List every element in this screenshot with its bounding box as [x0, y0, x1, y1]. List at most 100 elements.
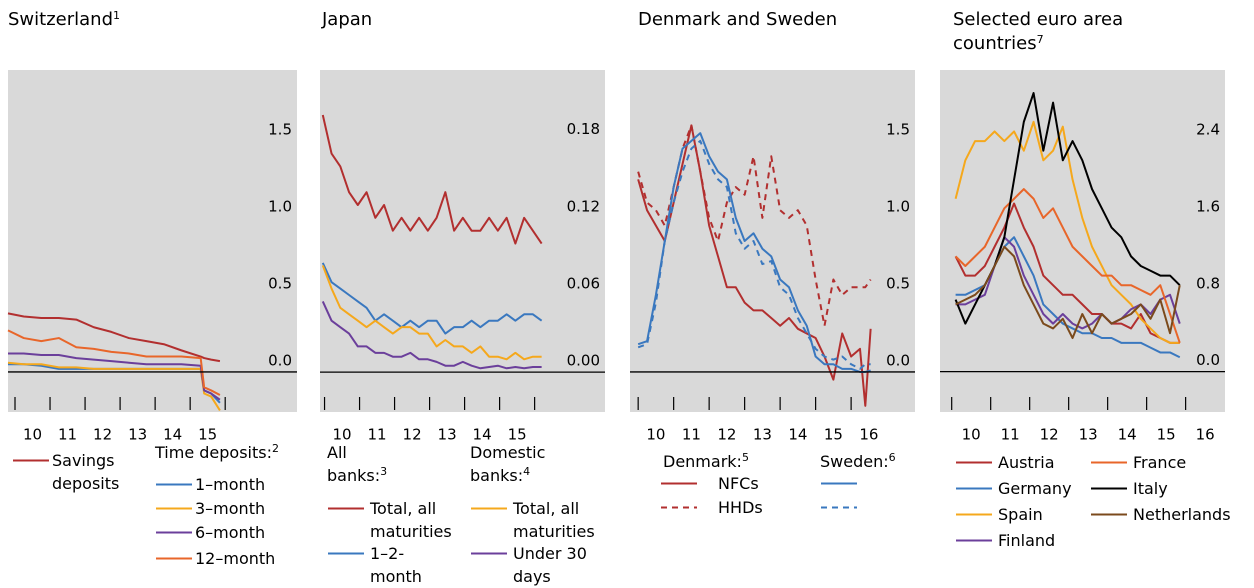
- legend-header: Denmark:5: [663, 450, 783, 473]
- legend-swatch: [1091, 461, 1127, 464]
- series-line: [954, 120, 1180, 344]
- legend-label: Austria: [998, 453, 1055, 472]
- legend-swatch: [328, 507, 364, 510]
- x-tick-label: 14: [788, 426, 807, 444]
- panel-title: Selected euro area countries7: [953, 8, 1138, 56]
- legend-header-text: Sweden:: [820, 452, 889, 471]
- legend-swatch: [471, 552, 507, 555]
- y-tick-label: 0.8: [1196, 274, 1220, 292]
- legend-header-text: All banks:: [327, 443, 381, 485]
- legend-label: Savings deposits: [52, 451, 120, 493]
- legend-header-note: 4: [523, 465, 531, 478]
- y-tick-label: 1.0: [886, 197, 910, 215]
- panel: 0.0 0.8 1.6 2.4 10 11 12 13 14 15 16: [940, 92, 1225, 444]
- y-tick-label: 1.5: [268, 120, 292, 138]
- x-tick-label: 12: [403, 426, 422, 444]
- legend-header-text: Time deposits:: [155, 443, 272, 462]
- series-line: [321, 265, 542, 361]
- legend-label: HHDs: [718, 498, 763, 517]
- x-tick-label: 12: [93, 426, 112, 444]
- legend-swatch: [471, 507, 507, 510]
- x-tick-label: 15: [1157, 426, 1176, 444]
- y-tick-label: 1.0: [268, 197, 292, 215]
- plot-area: [8, 70, 297, 412]
- legend-header: Time deposits:2: [155, 441, 295, 464]
- legend-label: Italy: [1133, 479, 1168, 498]
- y-tick-label: 0.0: [268, 351, 292, 369]
- x-tick-label: 15: [198, 426, 217, 444]
- legend-label: Total, all maturities: [370, 499, 452, 541]
- legend-header-note: 2: [271, 442, 279, 455]
- series-line: [954, 202, 1180, 344]
- x-tick-label: 15: [508, 426, 527, 444]
- x-tick-label: 13: [128, 426, 147, 444]
- legend-swatch: [1091, 513, 1127, 516]
- legend-header-note: 6: [888, 451, 896, 464]
- title-text: Japan: [322, 9, 373, 30]
- legend-label: 12–month: [195, 549, 276, 568]
- plot-area: [630, 70, 915, 412]
- legend-label: Under 30 days: [513, 544, 587, 586]
- y-tick-label: 0.5: [886, 274, 910, 292]
- series-line: [637, 139, 871, 370]
- y-tick-label: 0.0: [1196, 351, 1220, 369]
- x-tick-label: 13: [1079, 426, 1098, 444]
- x-tick-label: 12: [717, 426, 736, 444]
- legend-swatch: [156, 507, 192, 510]
- x-tick-label: 10: [23, 426, 42, 444]
- series-line: [955, 245, 1181, 340]
- panel-title: Denmark and Sweden: [638, 8, 918, 32]
- title-text: Switzerland: [8, 9, 113, 30]
- series-line: [7, 312, 221, 363]
- legend-label: Finland: [998, 531, 1056, 550]
- legend-swatch: [821, 506, 857, 509]
- legend-swatch: [956, 513, 992, 516]
- panel-title: Switzerland1: [8, 8, 268, 32]
- y-tick-label: 0.0: [886, 351, 910, 369]
- panel: 0.0 0.5 1.0 1.5 10 11 12 13 14 15: [7, 120, 297, 444]
- x-tick-label: 14: [163, 426, 182, 444]
- legend-header-note: 5: [741, 451, 749, 464]
- y-tick-label: 1.6: [1196, 197, 1220, 215]
- panel: 0.00 0.06 0.12 0.18 10 11 12 13 14 15: [320, 114, 605, 444]
- panel-title: Japan: [322, 8, 582, 32]
- legend-label: Netherlands: [1133, 505, 1231, 524]
- legend-label: 3–month: [195, 499, 266, 518]
- y-tick-label: 0.00: [567, 352, 600, 370]
- legend-label: Spain: [998, 505, 1043, 524]
- series-line: [637, 124, 872, 327]
- x-tick-label: 14: [473, 426, 492, 444]
- x-tick-label: 12: [1040, 426, 1059, 444]
- x-tick-label: 10: [646, 426, 665, 444]
- legend-label: 1–2-month: [370, 544, 422, 586]
- y-tick-label: 1.5: [886, 120, 910, 138]
- legend-header: Sweden:6: [820, 450, 940, 473]
- legend-swatch: [956, 487, 992, 490]
- y-tick-label: 0.06: [567, 275, 600, 293]
- series-line: [321, 114, 543, 245]
- x-tick-label: 16: [1196, 426, 1215, 444]
- series-line: [954, 188, 1181, 344]
- legend-swatch: [661, 506, 697, 509]
- legend-swatch: [661, 482, 697, 485]
- plot-area: [940, 70, 1225, 412]
- plot-area: [320, 70, 605, 412]
- x-tick-label: 13: [753, 426, 772, 444]
- legend-swatch: [1091, 487, 1127, 490]
- legend-swatch: [956, 461, 992, 464]
- y-tick-label: 0.12: [567, 197, 600, 215]
- x-tick-label: 16: [859, 426, 878, 444]
- x-tick-label: 11: [58, 426, 77, 444]
- legend-label: 1–month: [195, 475, 266, 494]
- series-line: [321, 301, 542, 370]
- legend-label: France: [1133, 453, 1187, 472]
- legend-header-text: Denmark:: [663, 452, 742, 471]
- x-tick-label: 13: [438, 426, 457, 444]
- title-text: Selected euro area countries: [953, 9, 1124, 54]
- legend-header: All banks:3: [327, 441, 387, 487]
- title-note: 1: [113, 9, 120, 22]
- legend-swatch: [156, 483, 192, 486]
- legend-header-text: Domestic banks:: [470, 443, 546, 485]
